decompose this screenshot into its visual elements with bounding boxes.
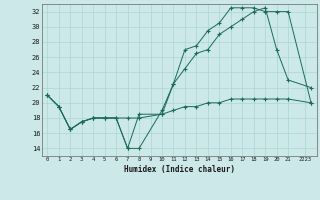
X-axis label: Humidex (Indice chaleur): Humidex (Indice chaleur) [124, 165, 235, 174]
